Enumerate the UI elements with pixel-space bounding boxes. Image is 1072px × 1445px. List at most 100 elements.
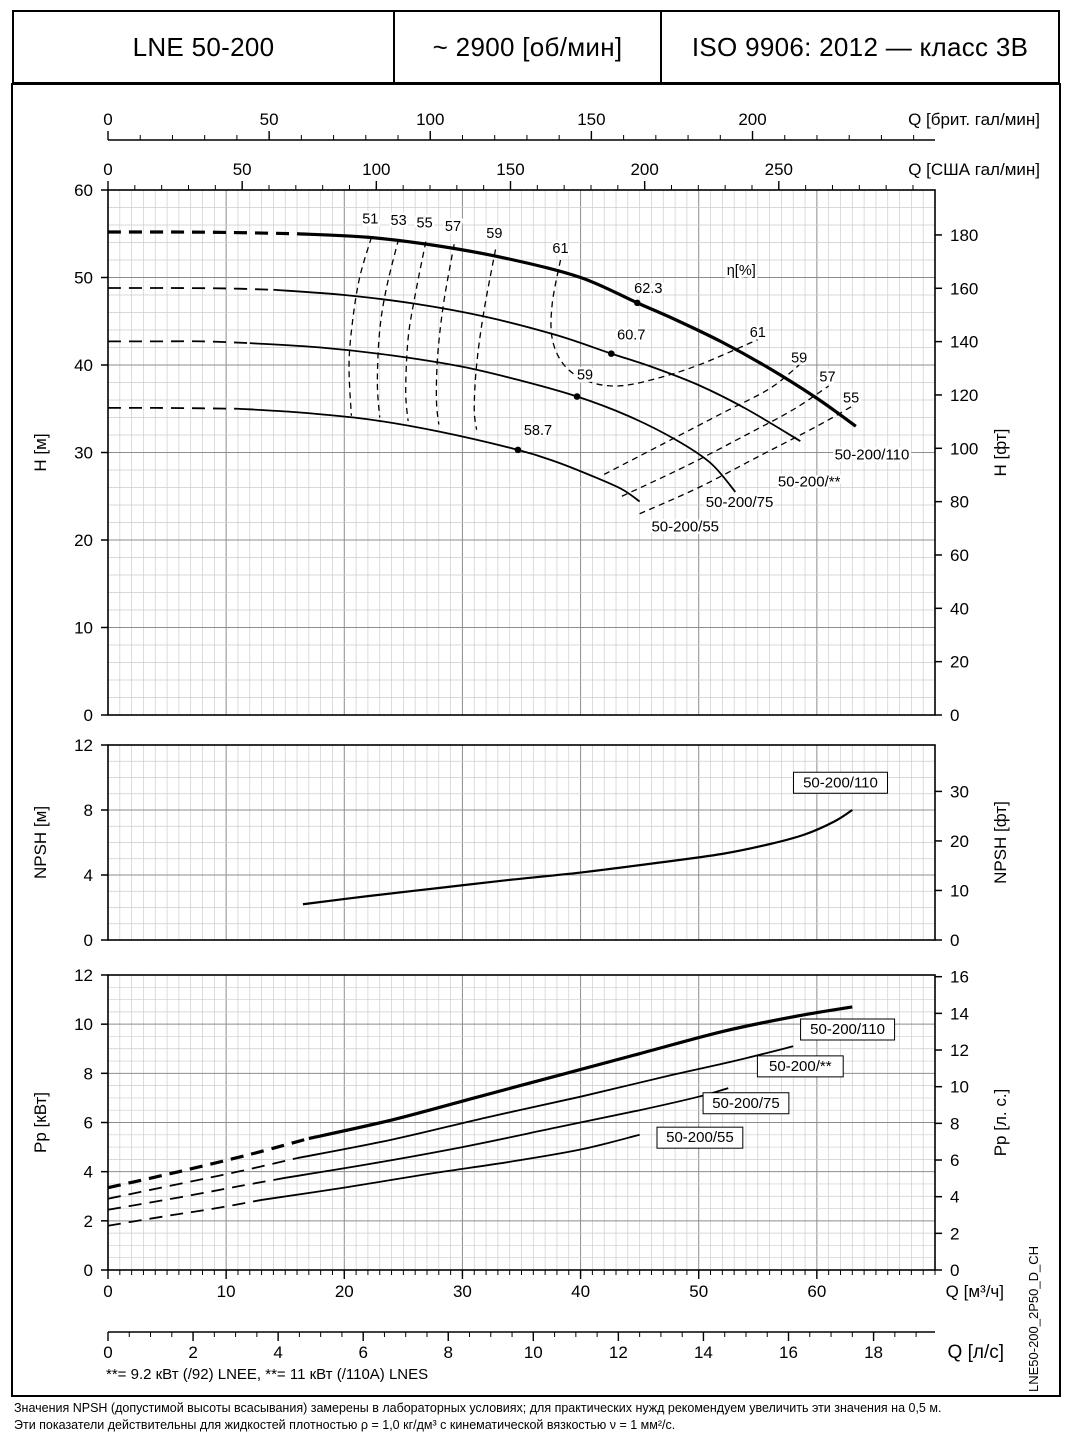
svg-text:50-200/**: 50-200/** — [769, 1058, 832, 1075]
svg-text:0: 0 — [84, 706, 93, 725]
svg-text:30: 30 — [74, 444, 93, 463]
svg-text:12: 12 — [609, 1343, 628, 1362]
svg-text:30: 30 — [950, 782, 969, 801]
svg-text:140: 140 — [950, 333, 978, 352]
svg-text:100: 100 — [416, 110, 444, 129]
svg-text:200: 200 — [738, 110, 766, 129]
svg-text:100: 100 — [950, 439, 978, 458]
svg-text:H [м]: H [м] — [31, 433, 50, 471]
npsh-chart: 0 4 8 12 0 10 20 30 NPSH [м] NPSH [фт] 50-200/110 — [31, 736, 1010, 950]
bottom-notes: Значения NPSH (допустимой высоты всасыва… — [14, 1400, 1064, 1434]
svg-text:80: 80 — [950, 493, 969, 512]
svg-text:150: 150 — [496, 160, 524, 179]
svg-text:50: 50 — [689, 1282, 708, 1301]
svg-text:16: 16 — [950, 968, 969, 987]
svg-text:50: 50 — [260, 110, 279, 129]
svg-text:50-200/110: 50-200/110 — [810, 1021, 885, 1038]
svg-text:Q [брит. гал/мин]: Q [брит. гал/мин] — [908, 110, 1040, 129]
svg-text:0: 0 — [103, 1343, 112, 1362]
svg-text:58.7: 58.7 — [524, 423, 552, 439]
bep-marker — [573, 393, 581, 400]
svg-text:0: 0 — [950, 1261, 959, 1280]
drawing-code: LNE50-200_2P50_D_CH — [1026, 1246, 1041, 1392]
svg-text:50-200/110: 50-200/110 — [835, 447, 910, 464]
bep-marker — [514, 446, 522, 454]
svg-text:50: 50 — [233, 160, 252, 179]
svg-text:4: 4 — [84, 1163, 93, 1182]
svg-text:Pр [л. с.]: Pр [л. с.] — [991, 1089, 1010, 1157]
svg-text:2: 2 — [84, 1212, 93, 1231]
svg-text:Q [США гал/мин]: Q [США гал/мин] — [908, 160, 1040, 179]
svg-text:10: 10 — [950, 1078, 969, 1097]
svg-text:57: 57 — [445, 219, 461, 235]
svg-text:250: 250 — [765, 160, 793, 179]
bep-marker — [633, 299, 641, 307]
svg-text:Pр [кВт]: Pр [кВт] — [31, 1092, 50, 1153]
svg-text:50-200/55: 50-200/55 — [651, 518, 719, 535]
curve-label-box — [800, 1018, 896, 1041]
svg-text:8: 8 — [444, 1343, 453, 1362]
svg-text:20: 20 — [950, 832, 969, 851]
curve-label-box — [702, 1092, 790, 1115]
svg-text:12: 12 — [74, 736, 93, 755]
note-npsh: Значения NPSH (допустимой высоты всасыва… — [14, 1401, 942, 1415]
svg-text:40: 40 — [950, 599, 969, 618]
bep-marker — [607, 350, 615, 357]
svg-text:60: 60 — [74, 181, 93, 200]
svg-text:NPSH [м]: NPSH [м] — [31, 806, 50, 879]
svg-text:50-200/**: 50-200/** — [778, 474, 841, 491]
svg-text:62.3: 62.3 — [634, 281, 662, 297]
svg-text:0: 0 — [950, 931, 959, 950]
curve-label-box — [756, 1055, 844, 1078]
svg-text:H [фт]: H [фт] — [991, 429, 1010, 477]
svg-text:14: 14 — [950, 1004, 969, 1023]
head-chart: 0 10 20 30 40 50 60 0 20 40 60 80 100 120 140 160 180 H [… — [31, 181, 1010, 725]
curve-label-box — [792, 771, 888, 794]
note-density: Эти показатели действительны для жидкост… — [14, 1417, 676, 1432]
svg-text:0: 0 — [84, 1261, 93, 1280]
svg-text:0: 0 — [84, 931, 93, 950]
svg-text:50: 50 — [74, 269, 93, 288]
svg-text:NPSH [фт]: NPSH [фт] — [991, 801, 1010, 884]
svg-text:40: 40 — [74, 356, 93, 375]
svg-text:55: 55 — [417, 216, 433, 232]
svg-text:20: 20 — [335, 1282, 354, 1301]
svg-text:6: 6 — [84, 1114, 93, 1133]
svg-text:10: 10 — [217, 1282, 236, 1301]
svg-text:120: 120 — [950, 386, 978, 405]
svg-text:150: 150 — [577, 110, 605, 129]
svg-text:Q [л/с]: Q [л/с] — [948, 1342, 1004, 1363]
svg-text:4: 4 — [84, 866, 93, 885]
svg-text:57: 57 — [819, 370, 835, 386]
svg-text:12: 12 — [74, 966, 93, 985]
svg-text:50-200/75: 50-200/75 — [712, 1095, 780, 1112]
svg-text:0: 0 — [950, 706, 959, 725]
svg-text:0: 0 — [103, 160, 112, 179]
svg-text:0: 0 — [103, 1282, 112, 1301]
svg-text:50-200/75: 50-200/75 — [706, 494, 774, 511]
svg-text:40: 40 — [571, 1282, 590, 1301]
svg-text:12: 12 — [950, 1041, 969, 1060]
svg-text:0: 0 — [103, 110, 112, 129]
svg-text:4: 4 — [950, 1188, 959, 1207]
svg-text:60: 60 — [807, 1282, 826, 1301]
svg-text:61: 61 — [750, 325, 766, 341]
curve-label-box — [656, 1126, 744, 1149]
header: LNE 50-200 ~ 2900 [об/мин] ISO 9906: 201… — [12, 10, 1060, 84]
svg-text:180: 180 — [950, 226, 978, 245]
svg-text:200: 200 — [630, 160, 658, 179]
svg-text:61: 61 — [552, 241, 568, 257]
svg-text:59: 59 — [791, 350, 807, 366]
pump-speed: ~ 2900 [об/мин] — [392, 12, 663, 82]
svg-text:16: 16 — [779, 1343, 798, 1362]
svg-text:30: 30 — [453, 1282, 472, 1301]
power-chart: 0 2 4 6 8 10 12 0 2 4 6 8 10 12 14 16 Pр [кВт] Pр [л. с.]… — [31, 966, 1010, 1280]
pump-model: LNE 50-200 — [132, 31, 275, 62]
svg-text:60: 60 — [950, 546, 969, 565]
svg-text:59: 59 — [577, 368, 593, 384]
svg-text:8: 8 — [950, 1114, 959, 1133]
svg-text:8: 8 — [84, 1064, 93, 1083]
svg-text:100: 100 — [362, 160, 390, 179]
